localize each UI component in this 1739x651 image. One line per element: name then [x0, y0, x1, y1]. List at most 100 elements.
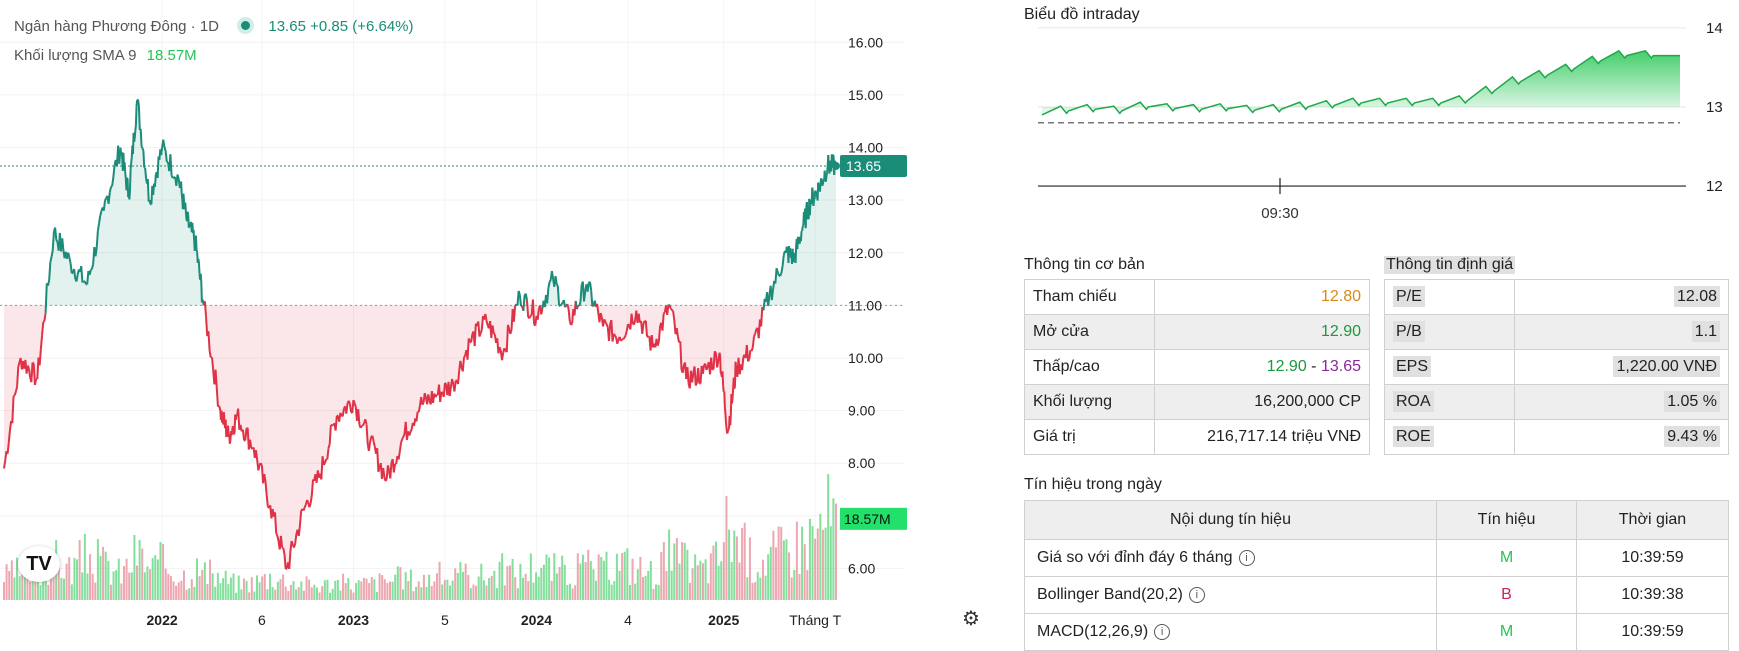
- volume-bar: [496, 588, 498, 600]
- price-segment: [440, 392, 441, 402]
- volume-bar: [433, 581, 435, 600]
- volume-bar: [752, 583, 754, 600]
- price-segment: [552, 271, 553, 279]
- price-segment: [730, 416, 731, 426]
- volume-bar: [624, 552, 626, 600]
- volume-bar: [167, 574, 169, 600]
- volume-bar: [115, 570, 117, 600]
- volume-bar: [553, 553, 555, 600]
- volume-bar: [835, 504, 837, 600]
- volume-bar: [66, 564, 68, 600]
- volume-bar: [222, 578, 224, 600]
- info-icon[interactable]: i: [1189, 587, 1205, 603]
- price-segment: [173, 178, 174, 179]
- volume-bar: [321, 586, 323, 600]
- price-segment: [250, 440, 251, 448]
- volume-bar: [832, 498, 834, 600]
- volume-bar: [386, 583, 388, 600]
- price-segment: [386, 479, 387, 481]
- price-segment: [127, 178, 128, 179]
- volume-bar: [770, 547, 772, 600]
- volume-bar: [449, 586, 451, 600]
- volume-bar: [712, 546, 714, 600]
- row-label: Khối lượng: [1025, 385, 1155, 420]
- price-segment: [507, 325, 508, 352]
- price-segment: [361, 426, 362, 428]
- price-segment: [378, 468, 379, 472]
- price-segment: [292, 541, 293, 545]
- price-segment: [754, 334, 755, 337]
- info-icon[interactable]: i: [1154, 624, 1170, 640]
- volume-bar: [819, 514, 821, 600]
- price-segment: [416, 412, 417, 422]
- price-segment: [410, 429, 411, 431]
- gear-icon[interactable]: ⚙: [962, 606, 980, 631]
- price-segment: [450, 387, 451, 396]
- volume-bar: [196, 558, 198, 600]
- roa-value: 1.05 %: [1664, 391, 1720, 412]
- reference-price: 12.80: [1155, 280, 1370, 315]
- price-segment: [299, 526, 300, 536]
- volume-bar: [97, 539, 99, 600]
- volume-bar: [303, 591, 305, 600]
- price-segment: [145, 168, 146, 178]
- signal-value: B: [1437, 577, 1577, 614]
- volume-bar: [791, 578, 793, 600]
- volume-bar: [120, 583, 122, 600]
- price-segment: [591, 290, 592, 306]
- volume-bar: [279, 579, 281, 600]
- price-segment: [531, 315, 532, 316]
- price-segment: [353, 400, 354, 403]
- basic-info-title: Thông tin cơ bản: [1024, 256, 1145, 274]
- volume-bar: [733, 531, 735, 600]
- price-segment: [829, 167, 830, 174]
- price-segment: [445, 383, 446, 384]
- volume-bar: [339, 591, 341, 600]
- price-segment: [374, 442, 375, 447]
- tradingview-logo-icon[interactable]: TV: [18, 546, 60, 582]
- volume-bar: [754, 582, 756, 600]
- price-segment: [567, 304, 568, 309]
- price-segment: [590, 282, 591, 290]
- price-segment: [50, 257, 51, 262]
- price-segment: [233, 426, 234, 429]
- volume-bar: [188, 588, 190, 600]
- price-segment: [828, 155, 829, 167]
- price-segment: [125, 162, 126, 172]
- price-segment: [286, 568, 287, 569]
- price-segment: [588, 283, 589, 292]
- price-segment: [166, 151, 167, 162]
- price-segment: [604, 319, 605, 322]
- volume-bar: [230, 578, 232, 600]
- price-segment: [35, 379, 36, 385]
- volume-bar: [499, 562, 501, 600]
- price-segment: [458, 370, 459, 384]
- volume-bar: [486, 585, 488, 600]
- volume-bar: [248, 592, 250, 600]
- price-segment: [471, 334, 472, 342]
- volume-bar: [444, 580, 446, 600]
- price-segment: [796, 245, 797, 263]
- column-header: Tín hiệu: [1437, 501, 1577, 540]
- price-segment: [726, 424, 727, 430]
- volume-bar: [384, 579, 386, 600]
- price-segment: [14, 395, 15, 396]
- price-chart[interactable]: 16.0015.0014.0013.0012.0011.0010.009.008…: [0, 0, 1013, 646]
- volume-bar: [785, 539, 787, 600]
- intraday-y-tick-label: 12: [1706, 178, 1723, 195]
- interval-label[interactable]: 1D: [200, 18, 219, 35]
- price-segment: [720, 356, 721, 373]
- x-tick-label: 4: [624, 612, 632, 628]
- volume-bar: [822, 530, 824, 600]
- volume-bar: [681, 542, 683, 600]
- price-segment: [529, 316, 530, 318]
- info-icon[interactable]: i: [1239, 550, 1255, 566]
- volume-bar: [801, 527, 803, 600]
- price-segment: [803, 225, 804, 226]
- volume-bar: [8, 571, 10, 600]
- volume-bar: [285, 587, 287, 600]
- price-segment: [695, 366, 696, 385]
